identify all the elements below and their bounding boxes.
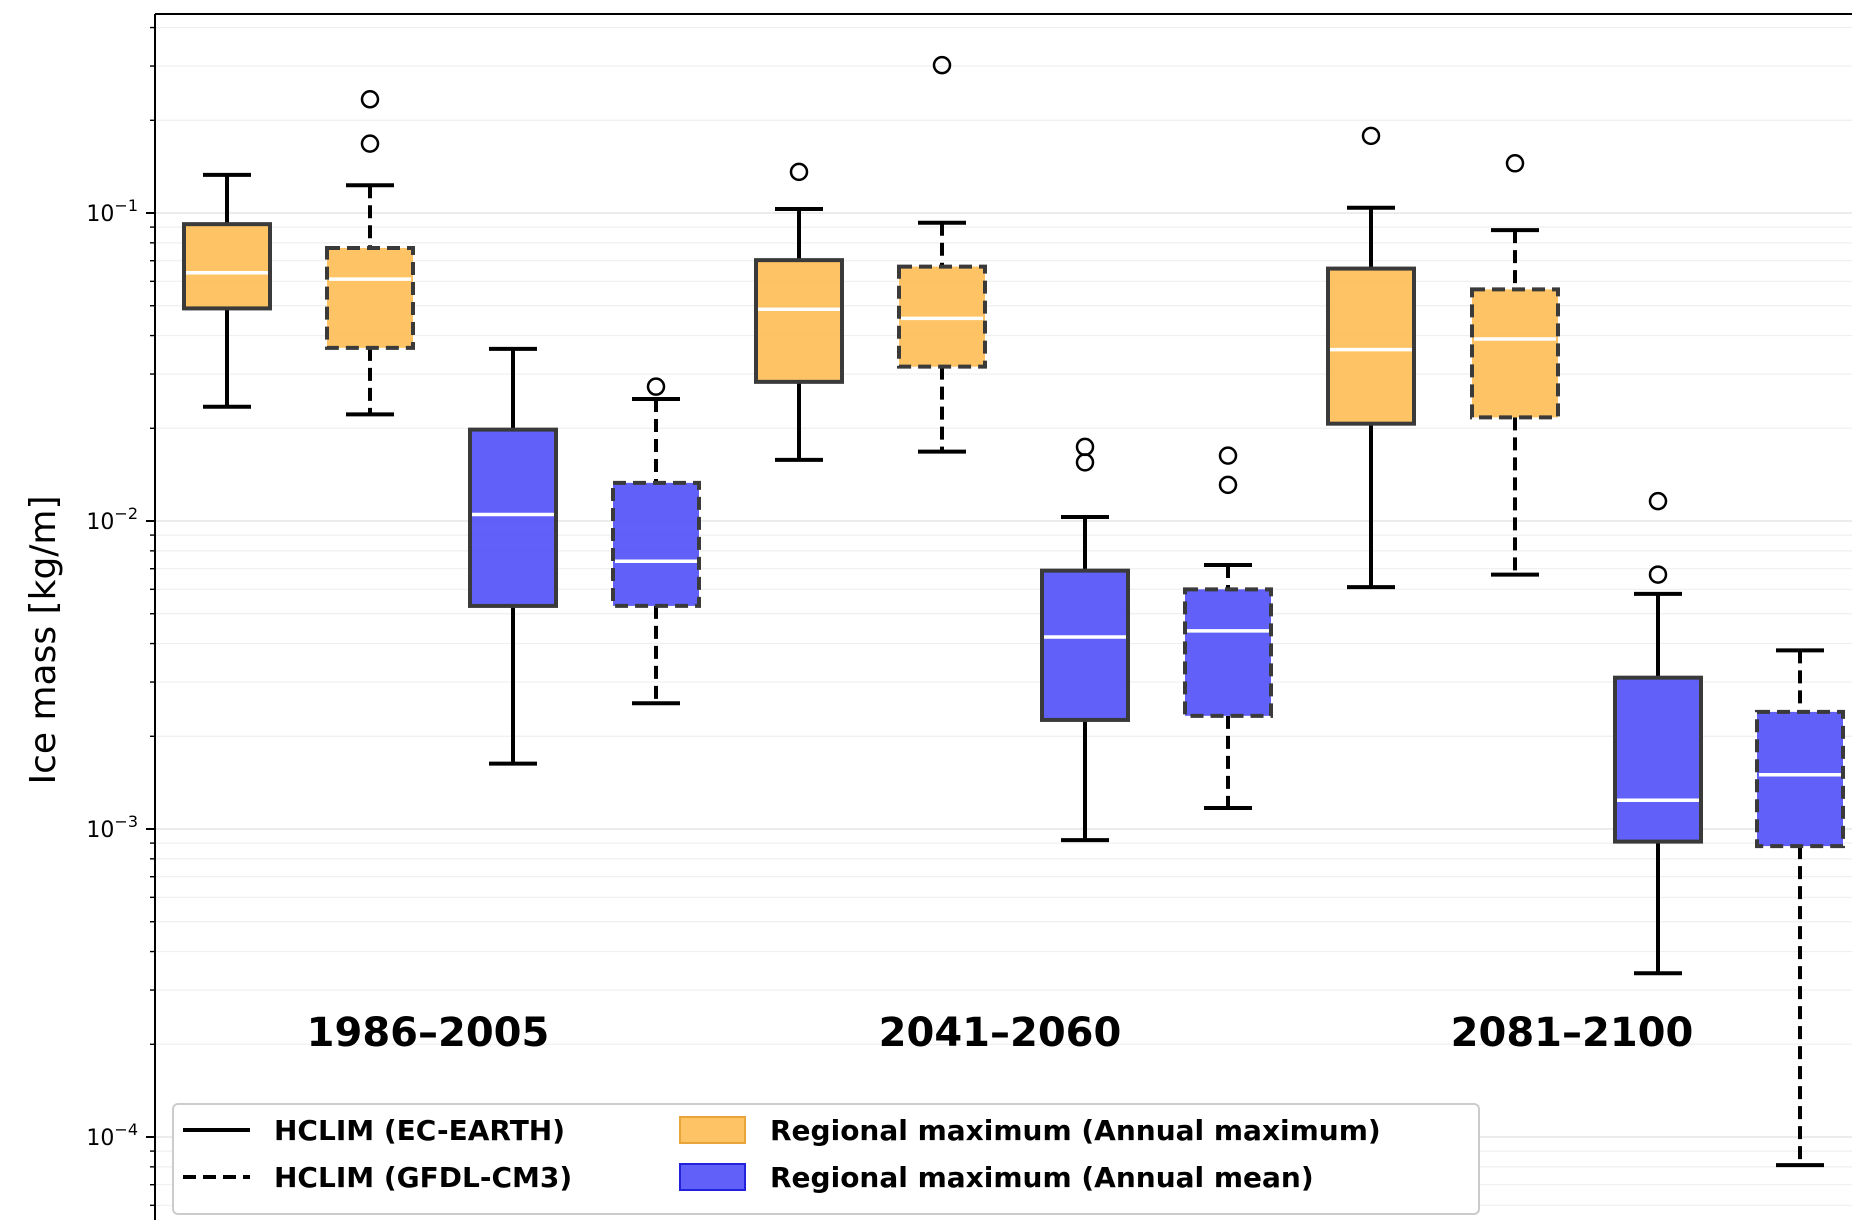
outlier-point [360,134,380,153]
y-ticks: 10−1 10−2 10−3 10−4 [86,26,155,1207]
outlier-point [1648,565,1668,584]
period-label: 2041–2060 [879,1010,1122,1056]
period-label: 2081–2100 [1451,1010,1694,1056]
box-group [1613,491,1703,976]
outlier-point [1648,491,1668,511]
iqr-box [754,258,844,384]
iqr-box [1183,587,1273,718]
iqr-box [1613,675,1703,844]
box-group [754,162,844,462]
legend-label-annual-maximum: Regional maximum (Annual maximum) [770,1114,1381,1147]
outlier-point [1218,446,1238,465]
box-group [897,55,987,454]
iqr-box [1755,709,1845,849]
outlier-point [1075,453,1095,472]
outlier-point [1075,437,1095,457]
legend-frame [172,1103,1480,1215]
iqr-box [1470,287,1560,420]
outlier-point [1361,126,1381,146]
box-group [1326,126,1416,590]
iqr-box [611,480,701,608]
outlier-point [789,162,809,182]
box-group [182,172,272,409]
y-tick-label: 10−1 [86,196,138,227]
period-label: 1986–2005 [307,1010,550,1056]
legend-swatch-annual-mean [679,1163,746,1191]
outlier-point [360,90,380,109]
legend-label-annual-mean: Regional maximum (Annual mean) [770,1161,1314,1194]
grid-lines [155,26,1852,1206]
y-axis-label: Ice mass [kg/m] [23,495,64,784]
iqr-box [1040,568,1130,722]
box-group [325,90,415,417]
y-tick-label: 10−2 [86,504,138,535]
legend-swatch-annual-maximum [679,1116,746,1144]
y-tick-label: 10−4 [86,1120,138,1151]
outlier-point [1505,154,1525,173]
legend: HCLIM (EC-EARTH) HCLIM (GFDL-CM3) Region… [172,1103,1480,1215]
iqr-box [182,222,272,311]
box-group [1470,154,1560,577]
boxes [182,55,1845,1168]
box-group [1183,446,1273,810]
box-group [1040,437,1130,843]
iqr-box [325,245,415,350]
legend-label-ec-earth: HCLIM (EC-EARTH) [274,1114,565,1147]
y-tick-label: 10−3 [86,812,138,843]
box-group [1755,648,1845,1168]
iqr-box [1326,266,1416,426]
outlier-point [932,55,952,75]
iqr-box [468,427,558,608]
legend-label-gfdl: HCLIM (GFDL-CM3) [274,1161,572,1194]
outlier-point [1218,475,1238,495]
outlier-point [646,377,666,396]
box-group [611,377,701,706]
axes [154,13,1852,1220]
box-group [468,346,558,766]
